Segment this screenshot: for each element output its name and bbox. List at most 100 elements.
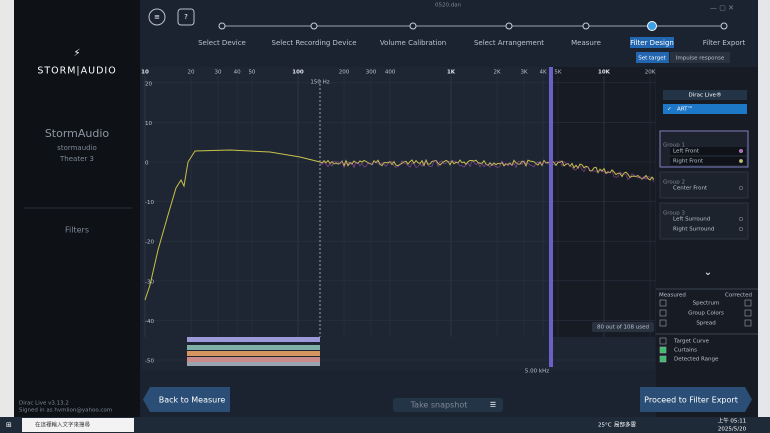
x-tick-label: 10K	[598, 70, 611, 76]
menu-icon: ≡	[154, 13, 160, 21]
check: ✓	[667, 107, 672, 113]
group-name: Group 3	[663, 211, 685, 217]
search-box[interactable]	[22, 418, 134, 432]
window-controls[interactable]: — ▢ ✕	[710, 4, 734, 12]
x-tick-label: 5K	[554, 70, 561, 76]
toggle-label: Target Curve	[673, 339, 710, 345]
marker-label: 150 Hz	[310, 80, 329, 86]
set-target-tab[interactable]	[636, 52, 669, 63]
right-panel	[656, 67, 758, 417]
impulse-tab[interactable]	[670, 52, 730, 63]
y-tick-label: -10	[145, 200, 154, 206]
band	[187, 357, 320, 362]
date: 2025/5/20	[718, 427, 747, 433]
filter-label: ART™	[677, 106, 693, 113]
channel-row[interactable]	[670, 147, 746, 155]
snapshot-label: Take snapshot	[410, 401, 468, 410]
measured-checkbox[interactable]	[659, 309, 667, 317]
channel-row[interactable]	[670, 225, 746, 233]
step-label[interactable]: Filter Export	[703, 39, 746, 47]
x-tick-label: 200	[339, 70, 350, 76]
channel-name: Right Surround	[673, 227, 714, 233]
channel-row[interactable]	[670, 215, 746, 223]
step-label[interactable]: Filter Design	[630, 39, 674, 47]
toggle-label: Curtains	[674, 348, 697, 354]
measured-checkbox[interactable]	[659, 319, 667, 327]
desktop-strip-right	[758, 0, 770, 417]
search-text: 在這裡輸入文字來搜尋	[35, 421, 91, 429]
corrected-checkbox[interactable]	[744, 309, 752, 317]
band	[187, 362, 320, 366]
step-dot[interactable]	[409, 22, 417, 30]
x-tick-label: 2K	[494, 70, 501, 76]
x-tick-label: 100	[292, 70, 304, 76]
filter-option[interactable]	[663, 104, 747, 114]
x-tick-label: 10	[141, 70, 149, 76]
brand: STORM|AUDIO	[37, 66, 116, 77]
y-tick-label: 10	[145, 121, 152, 127]
channel-name: Left Front	[673, 149, 700, 155]
x-tick-label: 20	[188, 70, 195, 76]
step-dot[interactable]	[218, 22, 226, 30]
toggle-label: Detected Range	[674, 357, 719, 363]
logo-icon: ⚡	[73, 48, 80, 59]
menu-button[interactable]	[148, 8, 166, 26]
filter-label: Dirac Live®	[689, 92, 722, 99]
option-label: Group Colors	[688, 311, 724, 317]
corrected-checkbox[interactable]	[744, 299, 752, 307]
group-name: Group 2	[663, 180, 685, 186]
scroll-chevron[interactable]: ⌄	[704, 267, 712, 278]
filter-option[interactable]	[663, 90, 747, 100]
x-tick-label: 50	[248, 70, 255, 76]
proceed-button[interactable]	[640, 387, 752, 412]
measured-header: Measured	[659, 293, 686, 299]
taskbar	[0, 417, 770, 433]
step-dot[interactable]	[505, 22, 513, 30]
x-tick-label: 1K	[447, 70, 456, 76]
section: Filters	[65, 226, 89, 235]
step-label[interactable]: Select Device	[198, 39, 246, 47]
corrected-checkbox[interactable]	[744, 319, 752, 327]
back-button[interactable]	[143, 387, 230, 412]
option-label: Spread	[696, 321, 715, 327]
toggle-checkbox[interactable]	[659, 337, 667, 345]
step-dot[interactable]	[310, 22, 318, 30]
signed-in: Signed in as hvmlion@yahoo.com	[19, 408, 112, 414]
x-tick-label: 20K	[645, 70, 656, 76]
back-label: Back to Measure	[159, 396, 226, 405]
channel-dot	[738, 226, 744, 232]
x-tick-label: 300	[366, 70, 377, 76]
snapshot-button[interactable]	[393, 398, 503, 412]
device-title: StormAudio	[45, 127, 110, 140]
device-model: Theater 3	[59, 155, 94, 163]
step-dot[interactable]	[647, 21, 657, 31]
step-label[interactable]: Select Arrangement	[474, 39, 544, 47]
x-tick-label: 400	[385, 70, 396, 76]
corrected-header: Corrected	[725, 293, 752, 299]
step-label[interactable]: Measure	[571, 39, 601, 47]
channel-row[interactable]	[670, 157, 746, 165]
step-active-bg	[630, 37, 674, 48]
toggle-checkbox[interactable]	[659, 346, 667, 354]
filter-bands	[187, 337, 320, 366]
version: Dirac Live v3.13.2	[19, 401, 69, 407]
measured-checkbox[interactable]	[659, 299, 667, 307]
channel-row[interactable]	[670, 184, 746, 192]
step-dot[interactable]	[582, 22, 590, 30]
start-icon[interactable]: ⊞	[6, 421, 12, 429]
help-icon: ?	[184, 13, 188, 21]
set-target: Set target	[638, 56, 666, 62]
snapshot-icon: ☰	[490, 401, 496, 409]
step-dot[interactable]	[720, 22, 728, 30]
band	[187, 337, 320, 342]
step-label[interactable]: Volume Calibration	[380, 39, 446, 47]
step-label[interactable]: Select Recording Device	[272, 39, 357, 47]
toggle-checkbox[interactable]	[659, 355, 667, 363]
range-handle[interactable]	[549, 67, 553, 367]
proceed-label: Proceed to Filter Export	[644, 396, 738, 405]
help-button[interactable]	[177, 8, 195, 26]
x-tick-label: 3K	[520, 70, 527, 76]
group-name: Group 1	[663, 143, 685, 149]
